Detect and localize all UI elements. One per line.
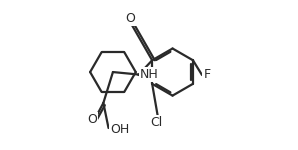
Text: O: O: [126, 12, 136, 25]
Text: OH: OH: [110, 123, 129, 136]
Text: Cl: Cl: [150, 116, 162, 129]
Text: F: F: [204, 69, 211, 81]
Text: O: O: [87, 113, 97, 126]
Text: NH: NH: [140, 69, 159, 81]
